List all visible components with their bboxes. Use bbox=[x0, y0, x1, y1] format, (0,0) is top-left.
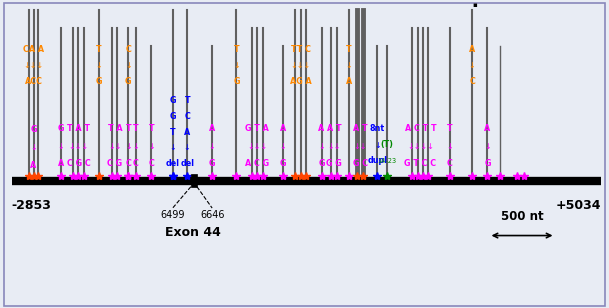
Text: C: C bbox=[125, 159, 131, 168]
Text: ↓↓↓: ↓↓↓ bbox=[247, 142, 267, 151]
Text: ↓: ↓ bbox=[30, 143, 37, 152]
Text: A: A bbox=[58, 159, 64, 168]
Text: G: G bbox=[484, 159, 491, 168]
Text: ↓: ↓ bbox=[345, 61, 352, 70]
Text: 6646: 6646 bbox=[200, 209, 224, 220]
Text: G: G bbox=[125, 77, 132, 86]
Text: A: A bbox=[209, 124, 215, 133]
Text: C G: C G bbox=[107, 159, 122, 168]
Text: CA A: CA A bbox=[23, 45, 44, 54]
Text: ACC: ACC bbox=[24, 77, 43, 86]
Text: C G C: C G C bbox=[66, 159, 90, 168]
Text: ↓↓↓: ↓↓↓ bbox=[23, 61, 44, 70]
Text: T: T bbox=[346, 45, 351, 54]
Text: G: G bbox=[169, 112, 176, 121]
Text: T: T bbox=[234, 45, 239, 54]
Text: T: T bbox=[133, 124, 138, 133]
Text: 6499: 6499 bbox=[160, 209, 185, 220]
Text: G: G bbox=[319, 159, 325, 168]
Text: T: T bbox=[447, 124, 452, 133]
Text: G: G bbox=[30, 125, 37, 135]
Text: C: C bbox=[133, 159, 138, 168]
Text: ↓: ↓ bbox=[374, 141, 381, 150]
Text: (T): (T) bbox=[380, 140, 393, 148]
Text: C: C bbox=[470, 77, 475, 86]
Text: ↓: ↓ bbox=[446, 142, 453, 151]
Text: ↓: ↓ bbox=[469, 61, 476, 70]
Text: A T: A T bbox=[353, 124, 368, 133]
Text: ↓: ↓ bbox=[233, 61, 240, 70]
Text: T: T bbox=[170, 128, 175, 137]
Text: del: del bbox=[180, 159, 194, 168]
Text: AG A: AG A bbox=[290, 77, 312, 86]
Text: +5034: +5034 bbox=[555, 199, 601, 212]
Text: A C T T: A C T T bbox=[405, 124, 437, 133]
Text: ↓: ↓ bbox=[96, 61, 102, 70]
Text: Exon 44: Exon 44 bbox=[165, 226, 220, 239]
Text: ↓↓: ↓↓ bbox=[108, 142, 122, 151]
Text: G: G bbox=[209, 159, 216, 168]
Text: ↓: ↓ bbox=[184, 144, 191, 152]
Text: ↓: ↓ bbox=[280, 142, 286, 151]
Text: -2853: -2853 bbox=[12, 199, 52, 212]
Text: ↓: ↓ bbox=[125, 61, 132, 70]
Text: ↓: ↓ bbox=[132, 142, 139, 151]
Text: A: A bbox=[280, 124, 286, 133]
Text: A: A bbox=[319, 124, 325, 133]
FancyBboxPatch shape bbox=[4, 3, 605, 306]
Text: G: G bbox=[96, 77, 102, 86]
Bar bbox=[191, 174, 197, 187]
Text: ↓: ↓ bbox=[209, 142, 216, 151]
Text: G: G bbox=[280, 159, 286, 168]
Text: ↓: ↓ bbox=[169, 144, 176, 152]
Text: T A: T A bbox=[108, 124, 122, 133]
Text: G: G bbox=[169, 96, 176, 105]
Text: G: G bbox=[58, 124, 64, 133]
Text: A: A bbox=[346, 77, 352, 86]
Text: G C: G C bbox=[353, 159, 368, 168]
Text: T: T bbox=[185, 96, 190, 105]
Text: C: C bbox=[447, 159, 452, 168]
Text: ↓: ↓ bbox=[148, 142, 155, 151]
Text: C: C bbox=[185, 112, 190, 121]
Text: G T C C: G T C C bbox=[404, 159, 437, 168]
Text: C: C bbox=[149, 159, 154, 168]
Text: ↓: ↓ bbox=[125, 142, 132, 151]
Text: 14-23: 14-23 bbox=[377, 158, 396, 164]
Text: A: A bbox=[469, 45, 476, 54]
Text: 500 nt: 500 nt bbox=[501, 210, 543, 223]
Text: ↓: ↓ bbox=[318, 142, 325, 151]
Text: A: A bbox=[184, 128, 191, 137]
Text: dupl: dupl bbox=[367, 156, 387, 165]
Text: ▪: ▪ bbox=[472, 2, 477, 8]
Text: A T: A T bbox=[327, 124, 342, 133]
Text: ↓: ↓ bbox=[57, 142, 64, 151]
Text: A: A bbox=[484, 124, 490, 133]
Text: ↓↓: ↓↓ bbox=[354, 142, 367, 151]
Text: ↓↓↓: ↓↓↓ bbox=[290, 61, 311, 70]
Text: C: C bbox=[125, 45, 131, 54]
Text: 8nt: 8nt bbox=[370, 124, 385, 133]
Text: T A T: T A T bbox=[67, 124, 90, 133]
Text: T: T bbox=[149, 124, 154, 133]
Text: ↓↓: ↓↓ bbox=[328, 142, 341, 151]
Text: del: del bbox=[166, 159, 180, 168]
Text: A: A bbox=[30, 161, 37, 170]
Text: T: T bbox=[125, 124, 131, 133]
Text: A C G: A C G bbox=[245, 159, 269, 168]
Text: G G: G G bbox=[326, 159, 342, 168]
Text: T: T bbox=[96, 45, 102, 54]
Text: ↓↓↓: ↓↓↓ bbox=[68, 142, 88, 151]
Text: TT C: TT C bbox=[291, 45, 311, 54]
Text: ↓: ↓ bbox=[484, 142, 491, 151]
Text: G: G bbox=[233, 77, 240, 86]
Text: ↓↓↓↓: ↓↓↓↓ bbox=[407, 142, 434, 151]
Text: G T A: G T A bbox=[245, 124, 269, 133]
